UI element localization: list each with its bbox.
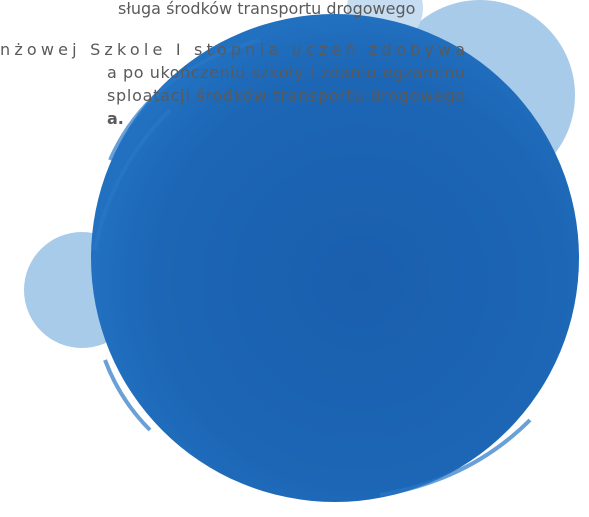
- text-line: a.: [107, 109, 124, 128]
- text-line: a po ukończeniu szkoły i zdaniu egzaminu: [107, 63, 465, 82]
- brush-stroke: [93, 38, 532, 497]
- text-line: sploatacji środków transportu drogowego: [107, 86, 465, 105]
- decor-circle: [91, 14, 579, 502]
- text-line: nżowej Szkole I stopnia uczeń zdobywa: [0, 40, 465, 59]
- text-line: sługa środków transportu drogowego: [118, 0, 415, 18]
